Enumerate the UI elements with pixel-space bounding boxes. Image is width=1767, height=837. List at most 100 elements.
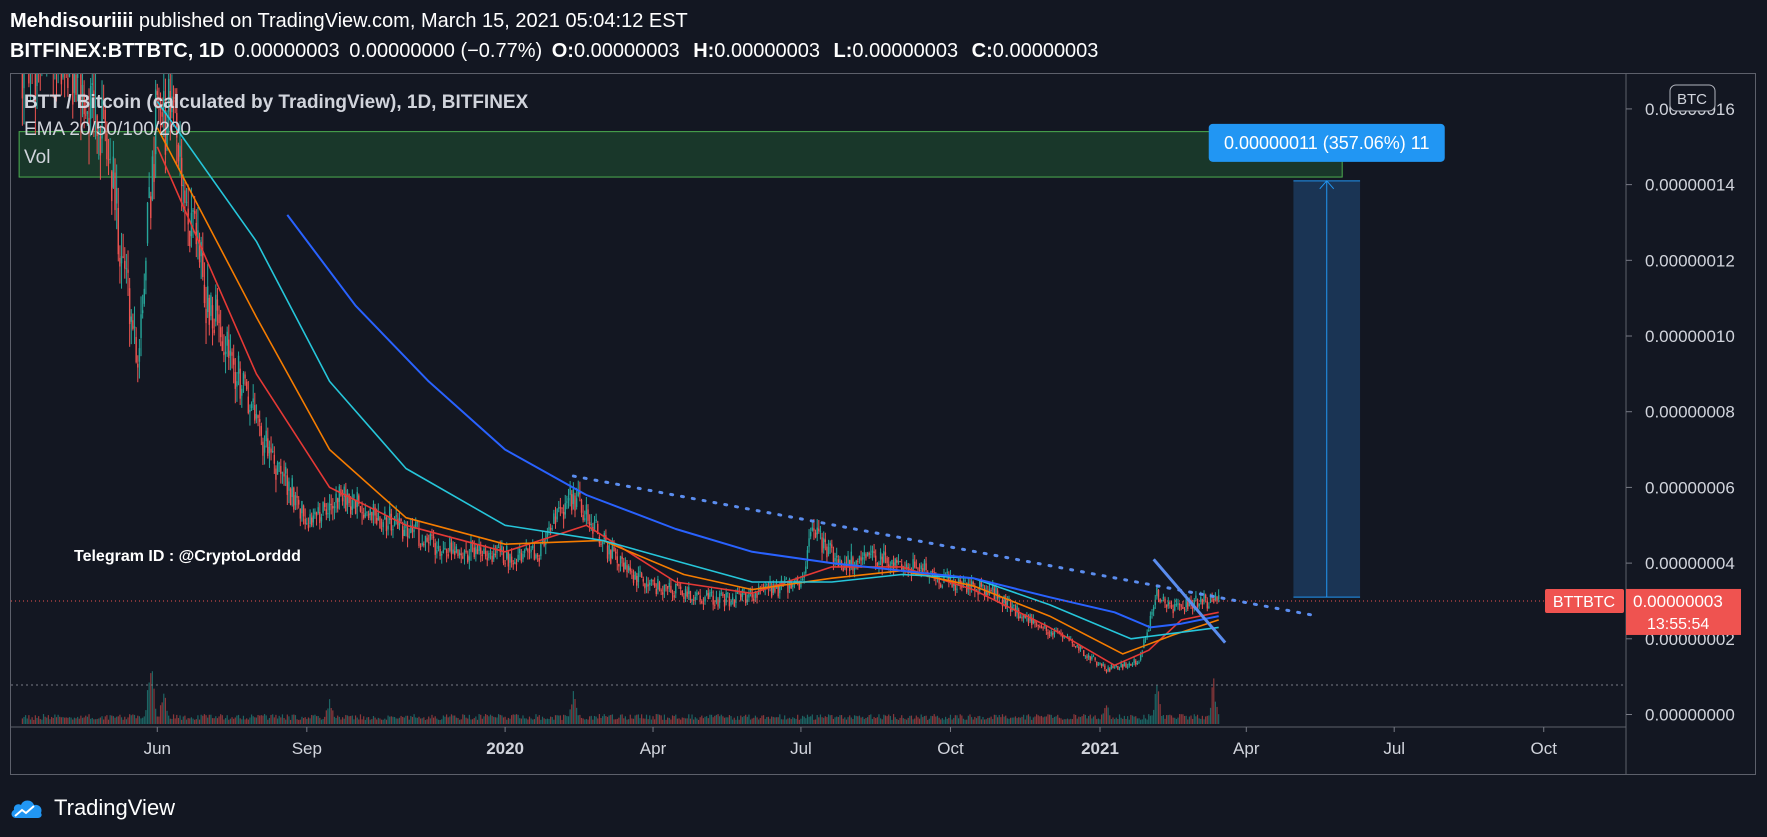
volume-bar (1050, 714, 1052, 724)
volume-bar (416, 717, 418, 724)
candle-body (566, 501, 568, 503)
volume-bar (764, 718, 766, 724)
volume-bar (114, 717, 116, 724)
candle-body (514, 562, 516, 564)
tradingview-cloud-icon[interactable] (10, 797, 44, 819)
candle-body (554, 516, 557, 524)
volume-bar (1182, 714, 1184, 724)
volume-bar (618, 717, 620, 724)
measure-label[interactable]: 0.00000011 (357.06%) 11 (1208, 123, 1445, 162)
candle-body (572, 489, 575, 504)
candle-body (163, 91, 165, 110)
volume-bar (254, 717, 256, 724)
volume-bar (873, 717, 875, 724)
volume-bar (927, 719, 929, 724)
candle-body (302, 505, 305, 517)
candle-body (377, 512, 380, 521)
footer-brand[interactable]: TradingView (54, 795, 176, 820)
candle-body (332, 505, 334, 509)
candle-body (653, 582, 656, 587)
candle-body (579, 491, 581, 495)
volume-bar (302, 718, 305, 724)
volume-bar (892, 714, 895, 724)
volume-bar (639, 718, 641, 724)
candle-body (712, 595, 714, 605)
candle-body (1144, 638, 1147, 640)
candle-body (447, 554, 449, 557)
candle-body (49, 35, 50, 58)
candle-body (894, 558, 896, 566)
candle-body (756, 593, 758, 598)
candle-body (208, 297, 210, 325)
candle-body (252, 398, 254, 403)
candle-body (132, 320, 134, 330)
volume-bar (745, 714, 747, 724)
volume-bar (928, 718, 930, 724)
candle-body (832, 552, 835, 563)
volume-bar (148, 682, 150, 724)
volume-bar (434, 716, 436, 724)
candle-body (1196, 599, 1199, 608)
volume-bar (75, 718, 77, 724)
price-chart[interactable]: 0.00000011 (357.06%) 11 BTT / Bitcoin (c… (0, 0, 1767, 790)
volume-bar (915, 715, 917, 724)
candle-body (141, 310, 144, 314)
legend-vol[interactable]: Vol (24, 147, 50, 168)
candle-body (380, 528, 383, 530)
candle-body (288, 481, 290, 491)
candle-body (1201, 599, 1204, 605)
candle-body (946, 571, 948, 574)
candle-body (309, 514, 311, 525)
volume-bar (1205, 716, 1207, 724)
candle-body (535, 554, 537, 559)
legend-ema[interactable]: EMA 20/50/100/200 (24, 119, 191, 140)
candle-body (914, 561, 916, 568)
volume-bar (421, 718, 423, 724)
volume-bar (943, 719, 945, 724)
candle-body (727, 592, 729, 594)
symbol-label[interactable]: BITFINEX:BTTBTC, 1D (10, 40, 225, 62)
wedge-line[interactable] (1152, 558, 1227, 644)
currency-badge[interactable]: BTC (1669, 84, 1716, 112)
price-axis[interactable]: 0.000000160.000000140.000000120.00000010… (1626, 100, 1735, 725)
volume-bar (127, 717, 129, 724)
volume-bar (1005, 715, 1007, 724)
volume-bar (819, 714, 822, 724)
author-name[interactable]: Mehdisouriiii (10, 10, 134, 32)
candle-body (931, 570, 934, 572)
candle-body (1109, 668, 1111, 672)
low-label: L: (833, 40, 853, 62)
candle-body (515, 562, 518, 565)
candle-body (369, 508, 371, 516)
volume-bar (629, 714, 631, 724)
candle-body (608, 544, 610, 555)
volume-bar (1065, 719, 1067, 724)
candle-body (286, 475, 289, 495)
volume-bar (1094, 715, 1096, 724)
candle-body (320, 517, 323, 522)
candle-body (730, 601, 732, 605)
volume-bar (197, 715, 199, 724)
volume-bar (120, 717, 123, 724)
volume-bar (608, 715, 610, 724)
candle-body (31, 52, 32, 53)
candle-body (473, 547, 475, 558)
volume-bar (797, 714, 799, 724)
candle-body (278, 462, 280, 464)
candle-body (860, 557, 862, 561)
candle-body (434, 543, 436, 555)
candle-body (571, 494, 573, 511)
candle-body (426, 537, 428, 542)
candle-body (195, 222, 197, 245)
volume-bar (116, 716, 118, 724)
volume-bar (112, 716, 114, 724)
candle-body (460, 553, 462, 556)
time-axis[interactable]: Jun Sep 2020 Apr Jul Oct 2021 Apr Jul Oct (144, 727, 1558, 758)
volume-bar (327, 708, 329, 724)
candle-body (766, 583, 768, 586)
candle-body (156, 91, 158, 95)
candle-body (639, 571, 641, 573)
volume-bar (130, 715, 132, 724)
candle-body (818, 528, 820, 532)
volume-bar (42, 714, 45, 724)
